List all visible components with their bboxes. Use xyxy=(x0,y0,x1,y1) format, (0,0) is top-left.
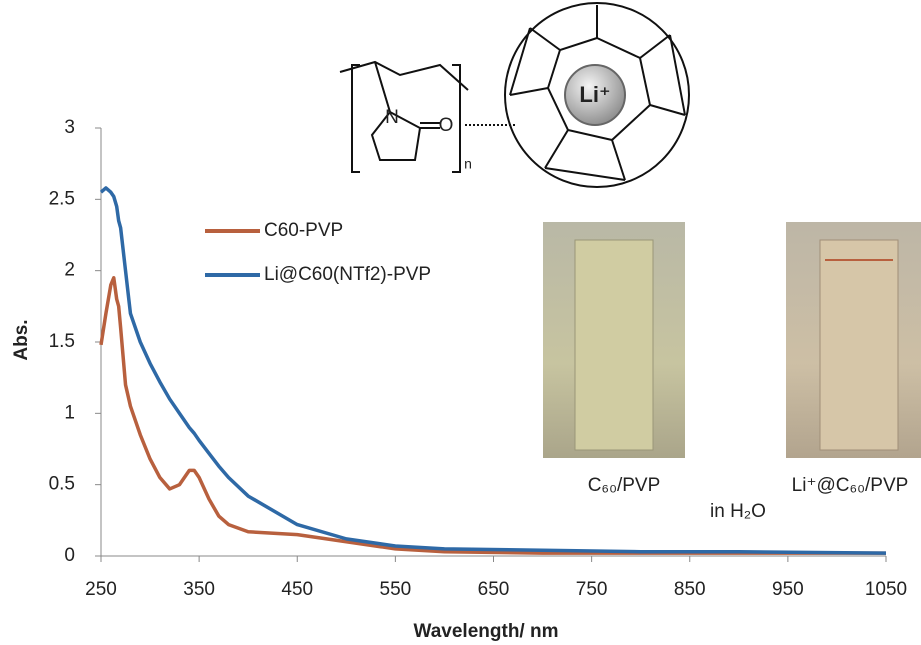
structure-label: Li⁺ xyxy=(579,82,610,107)
annotation: Li⁺@C₆₀/PVP xyxy=(792,475,909,496)
chart: N O n Li⁺ C₆₀/PVP Li⁺@C₆₀/PVP in H₂O Wav… xyxy=(0,0,921,645)
data-line xyxy=(101,188,886,553)
y-axis-title: Abs. xyxy=(11,319,32,360)
y-tick-label: 0.5 xyxy=(49,474,75,495)
legend-label: C60-PVP xyxy=(264,220,343,241)
x-tick-label: 250 xyxy=(85,579,117,600)
y-tick-label: 3 xyxy=(64,117,75,138)
x-tick-label: 550 xyxy=(380,579,412,600)
y-tick-label: 0 xyxy=(64,545,75,566)
y-tick-label: 1.5 xyxy=(49,331,75,352)
structure-label: O xyxy=(439,115,454,136)
annotation: C₆₀/PVP xyxy=(588,475,661,496)
data-line xyxy=(101,278,886,553)
x-tick-label: 450 xyxy=(281,579,313,600)
x-tick-label: 750 xyxy=(576,579,608,600)
cuvette xyxy=(575,240,653,450)
y-tick-label: 2.5 xyxy=(49,188,75,209)
x-tick-label: 650 xyxy=(478,579,510,600)
pvp-structure xyxy=(340,62,515,172)
x-tick-label: 350 xyxy=(183,579,215,600)
y-tick-label: 1 xyxy=(64,402,75,423)
x-axis-title: Wavelength/ nm xyxy=(414,621,559,642)
x-tick-label: 850 xyxy=(674,579,706,600)
y-tick-label: 2 xyxy=(64,260,75,281)
structure-label: n xyxy=(464,156,472,172)
structure-label: N xyxy=(385,107,399,128)
legend-label: Li@C60(NTf2)-PVP xyxy=(264,264,431,285)
annotation: in H₂O xyxy=(710,501,766,522)
cuvette xyxy=(820,240,898,450)
x-tick-label: 950 xyxy=(772,579,804,600)
x-tick-label: 1050 xyxy=(865,579,907,600)
